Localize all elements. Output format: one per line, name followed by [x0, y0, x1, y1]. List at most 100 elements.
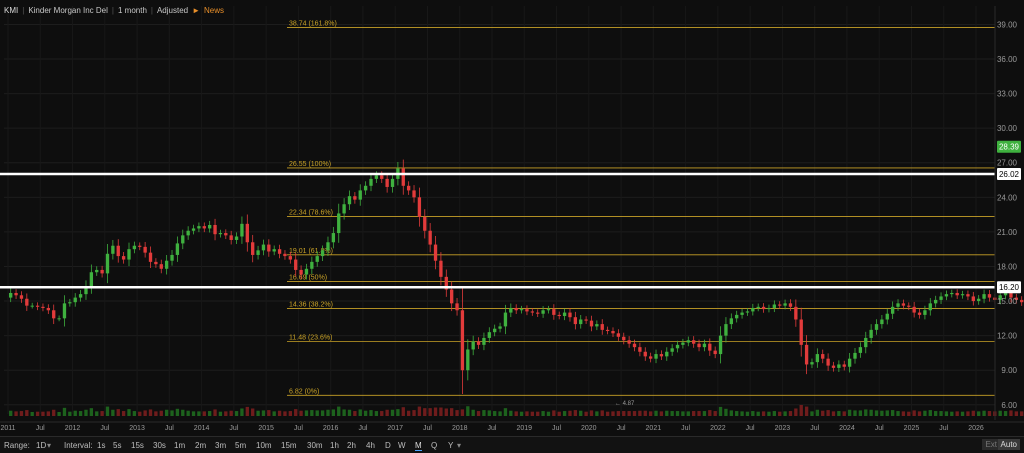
- interval-dropdown-icon[interactable]: ▾: [457, 441, 462, 450]
- volume-bar: [509, 410, 513, 416]
- volume-bar: [998, 410, 1002, 416]
- volume-bar: [218, 411, 223, 416]
- interval-option[interactable]: 30m: [307, 441, 323, 450]
- interval-option[interactable]: D: [385, 441, 391, 450]
- last-price-badge: [997, 140, 1021, 153]
- period-label[interactable]: 1 month: [117, 6, 147, 15]
- news-icon[interactable]: ►: [192, 6, 201, 15]
- candle-body: [401, 168, 405, 186]
- volume-bar: [681, 411, 685, 416]
- interval-option[interactable]: 1m: [174, 441, 186, 450]
- volume-bar: [390, 409, 395, 416]
- volume-bar: [557, 411, 561, 416]
- volume-bar: [476, 411, 481, 416]
- interval-option[interactable]: Q: [431, 441, 438, 450]
- x-tick-label: Jul: [165, 425, 174, 432]
- volume-bar: [821, 410, 825, 416]
- volume-bar: [960, 411, 965, 416]
- y-tick-label: 36.00: [997, 55, 1018, 64]
- candle-body: [966, 294, 970, 297]
- ext-toggle[interactable]: Ext: [982, 439, 1000, 450]
- time-axis: 2011 Jul 2012 Jul 2013 Jul 2014 Jul 2015 Jul 2016 J…: [0, 421, 1024, 432]
- volume-bar: [498, 411, 502, 416]
- volume-bar: [1003, 411, 1008, 416]
- candle-body: [901, 303, 906, 306]
- interval-option[interactable]: M: [415, 441, 422, 451]
- volume-bar: [251, 408, 255, 416]
- volume-bar: [116, 409, 120, 416]
- volume-bar: [713, 411, 717, 416]
- range-dropdown-icon[interactable]: ▾: [47, 441, 52, 450]
- interval-option[interactable]: 2h: [347, 441, 356, 450]
- candle-body: [670, 348, 674, 352]
- volume-bar: [917, 411, 922, 416]
- volume-bar: [89, 408, 94, 416]
- volume-bar: [62, 407, 67, 416]
- y-tick-label: 33.00: [997, 90, 1018, 99]
- interval-option[interactable]: 2m: [195, 441, 207, 450]
- candle-body: [406, 185, 411, 191]
- adjusted-label[interactable]: Adjusted: [156, 6, 189, 15]
- auto-toggle[interactable]: Auto: [997, 439, 1020, 450]
- interval-option[interactable]: 15s: [131, 441, 144, 450]
- y-tick-label: 18.00: [997, 262, 1018, 271]
- candle-body: [503, 312, 508, 327]
- horizontal-lines[interactable]: 26.02 16.20: [0, 168, 1021, 294]
- candle-body: [546, 309, 551, 311]
- symbol-label[interactable]: KMI: [4, 6, 19, 15]
- price-chart[interactable]: 38.74 (161.8%) 26.55 (100%) 22.34 (78.6%) 1…: [0, 0, 1024, 436]
- candle-body: [1009, 291, 1013, 298]
- volume-bar: [1020, 411, 1024, 416]
- interval-option[interactable]: 3m: [215, 441, 227, 450]
- candle-body: [207, 224, 212, 229]
- candle-body: [799, 319, 803, 345]
- x-tick-label: 2013: [129, 425, 145, 432]
- interval-option[interactable]: 10m: [256, 441, 272, 450]
- interval-option[interactable]: Y: [448, 441, 454, 450]
- range-value[interactable]: 1D: [36, 441, 47, 450]
- volume-bar: [589, 410, 594, 416]
- volume-bar: [46, 411, 51, 416]
- volume-bar: [294, 409, 298, 416]
- price-badge-label: 26.02: [999, 170, 1020, 179]
- candle-body: [885, 313, 889, 320]
- volume-bar: [482, 410, 486, 416]
- candle-body: [998, 295, 1002, 300]
- candle-body: [460, 310, 465, 371]
- x-tick-label: Jul: [423, 425, 432, 432]
- candle-body: [842, 364, 846, 367]
- candle-body: [493, 328, 497, 333]
- volume-bar: [847, 409, 852, 416]
- volume-bar: [148, 409, 153, 416]
- volume-bar: [363, 410, 368, 416]
- volume-bar: [708, 410, 712, 416]
- interval-option[interactable]: 5m: [235, 441, 247, 450]
- interval-option[interactable]: 1s: [97, 441, 106, 450]
- volume-bar: [799, 404, 803, 416]
- interval-option[interactable]: W: [398, 441, 406, 450]
- candle-body: [283, 253, 287, 257]
- candle-body: [955, 292, 959, 296]
- volume-bar: [977, 411, 981, 416]
- volume-bar: [912, 410, 916, 416]
- interval-option[interactable]: 4h: [366, 441, 375, 450]
- x-tick-label: 2022: [710, 425, 726, 432]
- volume-bar: [471, 409, 475, 416]
- candle-body: [417, 197, 422, 217]
- candle-body: [853, 352, 857, 359]
- volume-bar: [245, 406, 249, 416]
- candle-body: [30, 305, 34, 307]
- candle-body: [240, 223, 244, 237]
- interval-option[interactable]: 1h: [330, 441, 339, 450]
- volume-bar: [95, 411, 99, 416]
- volume-bar: [568, 410, 572, 416]
- volume-bar: [423, 408, 427, 416]
- candle-body: [751, 307, 755, 312]
- news-label[interactable]: News: [204, 6, 225, 15]
- candle-body: [788, 303, 793, 307]
- interval-option[interactable]: 15m: [281, 441, 297, 450]
- interval-option[interactable]: 5s: [113, 441, 122, 450]
- interval-option[interactable]: 30s: [153, 441, 166, 450]
- volume-bar: [202, 411, 206, 416]
- volume-bar: [966, 411, 970, 416]
